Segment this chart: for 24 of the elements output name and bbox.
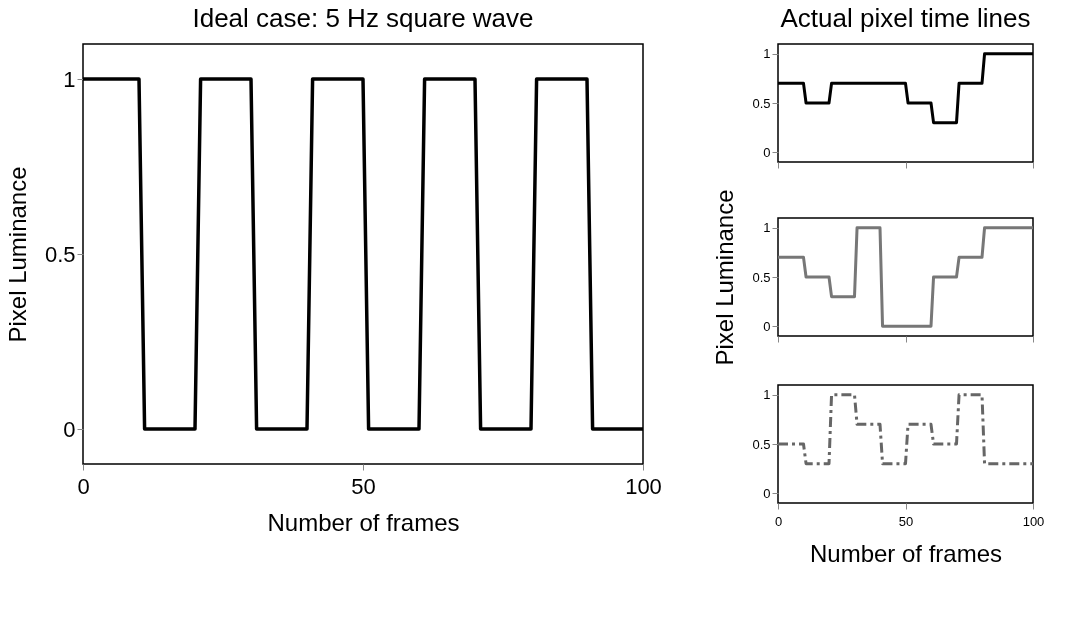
x-tick-label: 100 [1022,513,1045,529]
x-tick-label: 50 [898,513,914,529]
x-axis-title: Number of frames [267,508,460,536]
y-tick-label: 0.5 [752,269,771,285]
y-axis-title: Pixel Luminance [711,189,739,366]
x-tick-label: 0 [774,513,783,529]
y-tick-label: 0.5 [44,241,76,267]
y-tick-label: 0 [763,318,771,334]
y-tick-label: 0.5 [752,95,771,111]
y-tick-label: 1 [763,220,771,236]
chart-title: Ideal case: 5 Hz square wave [192,3,534,33]
y-tick-label: 1 [63,66,76,92]
chart-title: Actual pixel time lines [780,3,1031,33]
line-series [778,393,1033,466]
y-axis-title: Pixel Luminance [3,166,31,343]
y-tick-label: 0 [63,416,76,442]
y-tick-label: 0.5 [752,436,771,452]
y-tick-label: 1 [763,387,771,403]
x-axis-title: Number of frames [809,539,1003,567]
line-series [778,226,1033,328]
y-tick-label: 1 [763,46,771,62]
x-tick-label: 100 [625,473,662,499]
y-tick-label: 0 [763,144,771,160]
x-tick-label: 50 [351,473,376,499]
